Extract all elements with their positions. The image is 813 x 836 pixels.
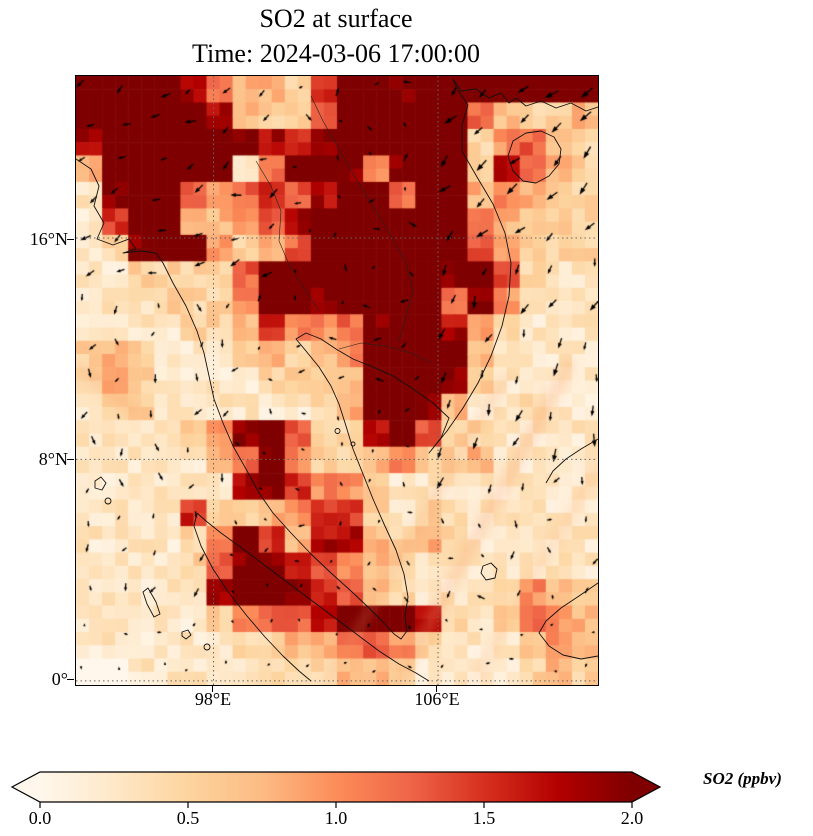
island-coastline — [350, 441, 356, 447]
ytick-16n: 16°N — [29, 229, 68, 249]
coastline — [76, 78, 512, 640]
colorbar — [10, 771, 662, 808]
ytick-mark-8n — [67, 459, 74, 461]
coastline — [545, 438, 598, 484]
title-line: SO2 at surface — [259, 4, 413, 33]
colorbar-gradient-bar — [10, 771, 662, 803]
coastline — [507, 130, 562, 184]
xtick-106e: 106°E — [414, 689, 460, 709]
map-axes — [75, 75, 599, 686]
island-coastline — [142, 587, 161, 618]
xtick-98e: 98°E — [194, 689, 232, 709]
xtick-mark-106e — [436, 685, 438, 692]
country-border — [338, 342, 432, 364]
figure-title: SO2 at surface Time: 2024-03-06 17:00:00 — [75, 1, 597, 71]
ytick-mark-16n — [67, 239, 74, 241]
country-border — [255, 160, 320, 312]
cbar-tick-0.0: 0.0 — [28, 808, 52, 828]
island-coastline — [104, 497, 112, 505]
coastline — [196, 512, 430, 682]
cbar-tick-2.0: 2.0 — [620, 808, 644, 828]
island-coastline — [181, 629, 192, 640]
coastline — [538, 582, 598, 660]
island-coastline — [203, 643, 211, 651]
colorbar-label: SO2 (ppbv) — [703, 769, 782, 788]
ytick-8n: 8°N — [38, 449, 68, 469]
coastline — [193, 512, 312, 682]
xtick-mark-98e — [212, 685, 214, 692]
island-coastline — [480, 562, 498, 581]
coastline — [452, 78, 598, 112]
ytick-mark-0 — [67, 679, 74, 681]
ytick-0: 0° — [51, 669, 68, 689]
so2-heatmap-canvas — [76, 76, 598, 685]
colorbar-tick-marks — [39, 802, 633, 808]
country-border — [310, 95, 414, 342]
cbar-tick-1.5: 1.5 — [472, 808, 496, 828]
map-overlay — [76, 76, 598, 685]
island-coastline — [94, 476, 107, 491]
island-coastline — [334, 428, 341, 434]
cbar-tick-0.5: 0.5 — [176, 808, 200, 828]
cbar-tick-1.0: 1.0 — [324, 808, 348, 828]
timestamp-line: Time: 2024-03-06 17:00:00 — [192, 39, 480, 68]
